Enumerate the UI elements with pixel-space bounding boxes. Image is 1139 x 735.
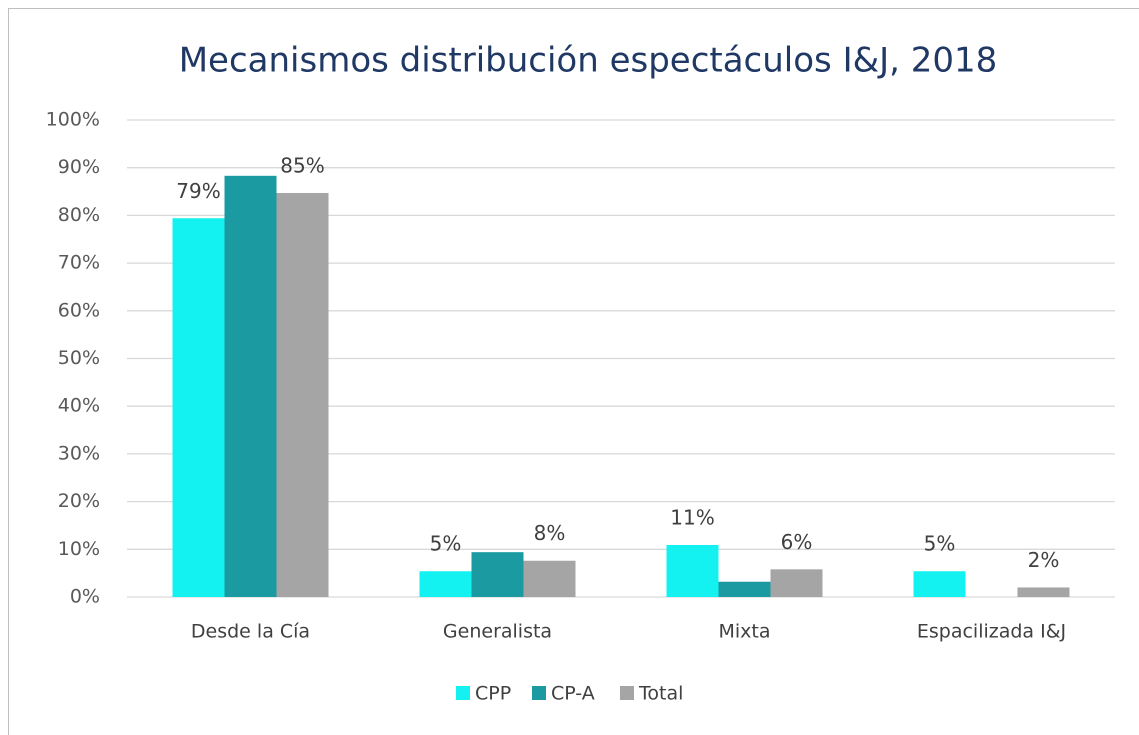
value-label: 8% xyxy=(534,521,566,545)
legend-swatch xyxy=(620,686,634,700)
legend-label: CP-A xyxy=(551,683,595,705)
y-tick-label: 20% xyxy=(58,490,100,512)
bar xyxy=(276,192,329,597)
y-tick-label: 60% xyxy=(58,299,100,321)
x-tick-label: Desde la Cía xyxy=(191,621,310,643)
bar xyxy=(172,218,225,597)
x-tick-label: Mixta xyxy=(718,621,770,643)
value-label: 2% xyxy=(1028,548,1060,572)
bar xyxy=(471,552,524,597)
chart-title: Mecanismos distribución espectáculos I&J… xyxy=(179,41,998,81)
x-tick-label: Espacilizada I&J xyxy=(917,621,1066,643)
x-tick-label: Generalista xyxy=(443,621,552,643)
bar xyxy=(1017,587,1070,597)
legend-label: CPP xyxy=(475,683,511,705)
value-label: 5% xyxy=(430,532,462,556)
bar xyxy=(419,571,472,597)
y-tick-label: 40% xyxy=(58,395,100,417)
bar xyxy=(666,545,719,597)
value-label: 5% xyxy=(924,532,956,556)
legend-label: Total xyxy=(638,683,683,705)
bar xyxy=(718,581,771,597)
bar xyxy=(913,571,966,597)
y-tick-label: 80% xyxy=(58,204,100,226)
bar xyxy=(770,569,823,597)
y-tick-label: 90% xyxy=(58,156,100,178)
y-tick-label: 30% xyxy=(58,442,100,464)
bar xyxy=(224,175,277,597)
y-tick-label: 10% xyxy=(58,538,100,560)
value-label: 85% xyxy=(280,153,324,177)
bar xyxy=(523,560,576,597)
value-label: 6% xyxy=(781,530,813,554)
y-tick-label: 70% xyxy=(58,252,100,274)
legend-swatch xyxy=(456,686,470,700)
value-label: 11% xyxy=(670,506,714,530)
y-tick-label: 0% xyxy=(70,586,100,608)
y-tick-label: 50% xyxy=(58,347,100,369)
legend-swatch xyxy=(532,686,546,700)
value-label: 79% xyxy=(176,179,220,203)
y-tick-label: 100% xyxy=(46,109,100,131)
